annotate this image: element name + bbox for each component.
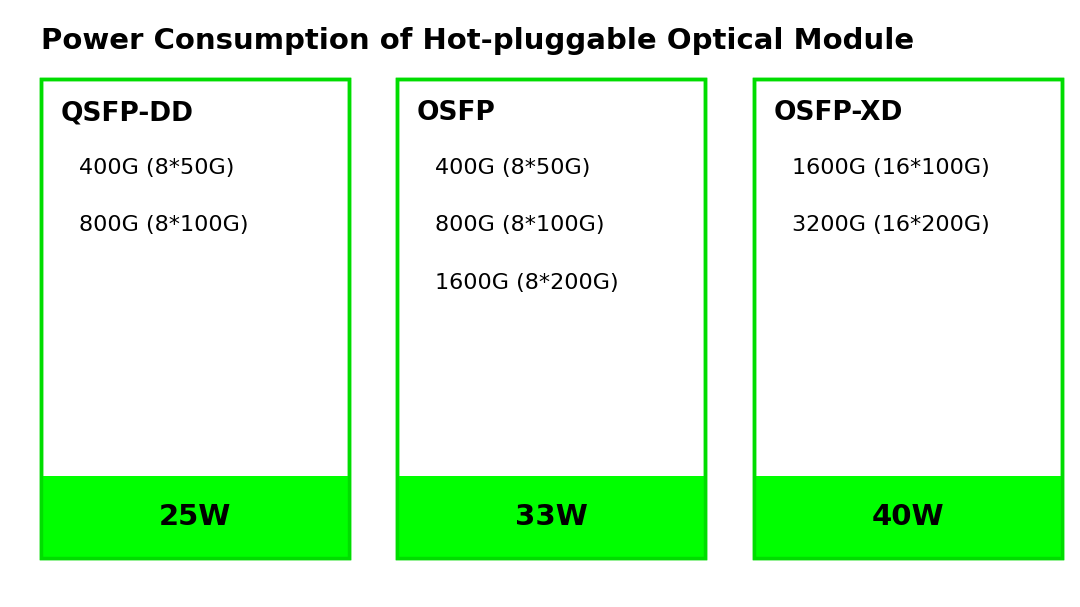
Text: 25W: 25W [159, 503, 231, 532]
Bar [754, 476, 1062, 558]
Bar [397, 79, 705, 558]
Bar [41, 79, 349, 558]
Text: OSFP: OSFP [417, 100, 496, 126]
Text: 3200G (16*200G): 3200G (16*200G) [792, 215, 989, 236]
Text: 1600G (16*100G): 1600G (16*100G) [792, 158, 989, 178]
Text: 1600G (8*200G): 1600G (8*200G) [435, 273, 619, 293]
Bar [397, 476, 705, 558]
Bar [41, 476, 349, 558]
Text: 400G (8*50G): 400G (8*50G) [435, 158, 591, 178]
Text: 400G (8*50G): 400G (8*50G) [79, 158, 234, 178]
Bar [41, 79, 349, 558]
Bar [754, 79, 1062, 558]
Text: 800G (8*100G): 800G (8*100G) [435, 215, 605, 236]
Bar [754, 79, 1062, 558]
Text: OSFP-XD: OSFP-XD [773, 100, 903, 126]
Text: 800G (8*100G): 800G (8*100G) [79, 215, 248, 236]
Bar [397, 79, 705, 558]
Text: 40W: 40W [872, 503, 944, 532]
Text: Power Consumption of Hot-pluggable Optical Module: Power Consumption of Hot-pluggable Optic… [41, 27, 914, 55]
Text: QSFP-DD: QSFP-DD [60, 100, 193, 126]
Text: 33W: 33W [515, 503, 588, 532]
